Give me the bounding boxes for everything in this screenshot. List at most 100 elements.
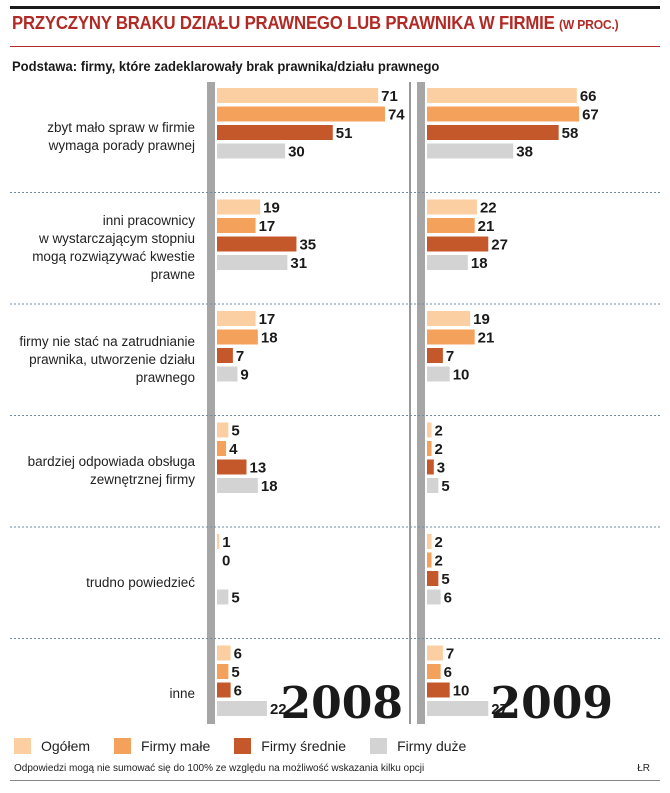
data-label: 21 bbox=[478, 218, 495, 235]
data-label: 3 bbox=[437, 460, 445, 477]
data-label: 71 bbox=[381, 88, 398, 105]
bar-2008-male bbox=[217, 664, 229, 679]
bar-2009-duze bbox=[427, 701, 489, 716]
bar-2009-srednie bbox=[427, 682, 450, 698]
bar-2009-male bbox=[427, 329, 475, 345]
bar-2008-male bbox=[217, 218, 256, 233]
data-label: 4 bbox=[229, 441, 238, 458]
legend: Ogółem Firmy małe Firmy średnie Firmy du… bbox=[14, 736, 490, 756]
bar-2008-ogolem bbox=[217, 199, 261, 215]
bar-2008-srednie bbox=[217, 236, 297, 252]
title-rule bbox=[10, 46, 660, 47]
bar-2009-ogolem bbox=[427, 88, 577, 103]
bar-2008-duze bbox=[217, 589, 229, 605]
panel-2008-axis bbox=[207, 82, 215, 724]
category-label-line: inni pracownicy bbox=[102, 213, 195, 229]
data-label: 27 bbox=[491, 701, 508, 718]
data-label: 19 bbox=[263, 200, 280, 217]
data-label: 7 bbox=[446, 348, 454, 365]
data-label: 7 bbox=[446, 646, 454, 663]
bar-2008-ogolem bbox=[217, 645, 231, 661]
data-label: 1 bbox=[222, 534, 230, 551]
data-label: 5 bbox=[231, 590, 239, 607]
category-label-line: trudno powiedzieć bbox=[86, 574, 195, 590]
category-label: bardziej odpowiada obsługa zewnętrznej fi… bbox=[10, 453, 195, 489]
category-label-line: zbyt mało spraw w firmie bbox=[47, 119, 195, 135]
data-label: 5 bbox=[231, 664, 239, 681]
bar-2009-male bbox=[427, 664, 441, 679]
bar-2008-ogolem bbox=[217, 534, 220, 549]
category-label-line: wymaga porady prawnej bbox=[48, 137, 195, 153]
category-label: inne bbox=[10, 685, 195, 703]
bottom-rule bbox=[10, 780, 660, 781]
data-label: 74 bbox=[388, 107, 405, 124]
data-label: 66 bbox=[580, 88, 597, 105]
data-label: 35 bbox=[299, 237, 316, 254]
data-label: 2 bbox=[435, 553, 443, 570]
bar-2009-srednie bbox=[427, 571, 439, 586]
bar-2009-srednie bbox=[427, 125, 559, 140]
category-label: zbyt mało spraw w firmie wymaga porady pr… bbox=[10, 119, 195, 155]
data-label: 5 bbox=[231, 423, 239, 440]
bar-2008-duze bbox=[217, 366, 238, 382]
data-label: 0 bbox=[222, 553, 230, 570]
data-label: 9 bbox=[240, 367, 248, 384]
data-label: 10 bbox=[453, 367, 470, 384]
category-label: trudno powiedzieć bbox=[10, 574, 195, 592]
credit: ŁR bbox=[637, 763, 650, 774]
data-label: 6 bbox=[234, 683, 242, 700]
data-label: 27 bbox=[491, 237, 508, 254]
bar-2009-duze bbox=[427, 143, 514, 159]
data-label: 18 bbox=[261, 330, 278, 347]
bar-2009-srednie bbox=[427, 459, 434, 475]
data-label: 2 bbox=[435, 534, 443, 551]
data-label: 51 bbox=[336, 125, 353, 142]
bar-2008-srednie bbox=[217, 682, 231, 698]
legend-item-male: Firmy małe bbox=[114, 738, 210, 754]
data-label: 7 bbox=[236, 348, 244, 365]
bar-2009-duze bbox=[427, 478, 439, 493]
category-label-line: firmy nie stać na zatrudnianie bbox=[19, 333, 195, 349]
data-label: 58 bbox=[562, 125, 579, 142]
data-label: 18 bbox=[261, 478, 278, 495]
category-label-line: w wystarczającym stopniu bbox=[38, 231, 195, 247]
legend-swatch-srednie bbox=[234, 738, 252, 754]
legend-swatch-duze bbox=[370, 738, 388, 754]
footnote: Odpowiedzi mogą nie sumować się do 100% … bbox=[14, 763, 425, 774]
bar-2008-ogolem bbox=[217, 88, 379, 103]
data-label: 18 bbox=[471, 255, 488, 272]
data-label: 5 bbox=[441, 478, 449, 495]
data-label: 6 bbox=[444, 664, 452, 681]
bar-2008-ogolem bbox=[217, 311, 256, 326]
panel-year-label: 2009 bbox=[491, 678, 613, 729]
bar-2008-male bbox=[217, 441, 227, 456]
bar-2008-duze bbox=[217, 143, 286, 159]
data-label: 19 bbox=[473, 311, 490, 328]
category-label-line: prawnika, utworzenie działu bbox=[29, 351, 195, 367]
data-label: 30 bbox=[288, 144, 305, 161]
category-label-line: inne bbox=[169, 686, 195, 702]
bar-2009-male bbox=[427, 106, 580, 122]
bar-2008-ogolem bbox=[217, 422, 229, 438]
data-label: 22 bbox=[270, 701, 287, 718]
data-label: 67 bbox=[582, 107, 599, 124]
category-label: firmy nie stać na zatrudnianie prawnika, … bbox=[10, 333, 195, 387]
data-label: 17 bbox=[259, 311, 276, 328]
bar-2009-ogolem bbox=[427, 534, 432, 549]
legend-item-ogolem: Ogółem bbox=[14, 738, 90, 754]
bar-2008-srednie bbox=[217, 459, 247, 475]
bar-2009-male bbox=[427, 441, 432, 456]
data-label: 10 bbox=[453, 683, 470, 700]
bar-2009-srednie bbox=[427, 348, 443, 363]
bar-2009-srednie bbox=[427, 236, 489, 252]
bar-2009-ogolem bbox=[427, 311, 471, 326]
panel-2009-axis bbox=[417, 82, 425, 724]
legend-item-srednie: Firmy średnie bbox=[234, 738, 346, 754]
category-label-line: bardziej odpowiada obsługa bbox=[27, 454, 195, 470]
bar-2009-duze bbox=[427, 589, 441, 605]
bar-2009-ogolem bbox=[427, 422, 432, 438]
panel-year-label: 2008 bbox=[281, 678, 403, 729]
bar-2009-duze bbox=[427, 255, 468, 270]
bar-2008-duze bbox=[217, 478, 258, 493]
bar-2009-ogolem bbox=[427, 199, 477, 215]
